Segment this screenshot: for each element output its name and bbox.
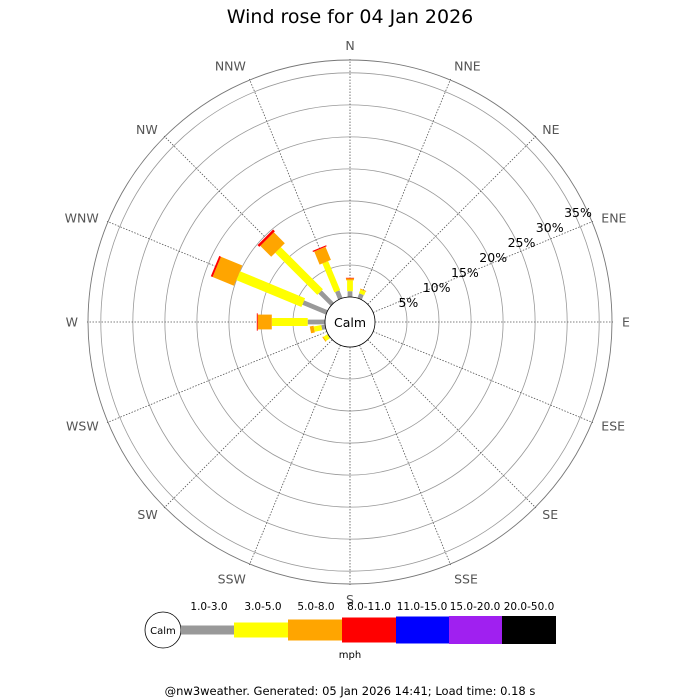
direction-label-nw: NW — [136, 122, 158, 137]
spoke-ese — [372, 331, 594, 424]
bar-nnw-bin-1 — [335, 290, 343, 300]
legend-label-4: 8.0-11.0 — [347, 601, 391, 613]
spoke-nne — [359, 78, 452, 300]
direction-label-nnw: NNW — [215, 59, 246, 74]
direction-label-ssw: SSW — [218, 571, 246, 586]
ring-label-3: 15% — [451, 265, 479, 280]
legend-label-7: 20.0-50.0 — [504, 601, 555, 613]
bar-nnw-bin-3 — [314, 246, 331, 265]
direction-label-ene: ENE — [601, 210, 626, 225]
legend-swatch-5 — [396, 616, 449, 644]
legend-swatch-1 — [181, 625, 234, 635]
bar-nw-bin-3 — [260, 232, 285, 257]
bar-wnw-bin-2 — [236, 271, 306, 307]
direction-label-se: SE — [542, 507, 558, 522]
frequency-bars — [210, 229, 367, 342]
direction-labels: N NNE NE ENE E ESE SE SSE S SSW SW WSW W WNW NW NNW — [65, 38, 630, 607]
spoke-ene — [372, 220, 594, 313]
direction-label-n: N — [345, 38, 354, 53]
ring-7 — [100, 72, 600, 572]
direction-label-sse: SSE — [454, 571, 478, 586]
direction-label-sw: SW — [137, 507, 157, 522]
bar-n-bin-1 — [347, 291, 353, 297]
direction-label-w: W — [66, 315, 78, 330]
spoke-ne — [367, 135, 537, 305]
direction-label-ese: ESE — [601, 419, 625, 434]
bar-nne-bin-2 — [358, 289, 366, 296]
ring-label-2: 10% — [423, 280, 451, 295]
legend-swatch-6 — [449, 616, 502, 644]
legend-calm-label: Calm — [150, 626, 176, 637]
legend-swatch-3 — [288, 619, 342, 641]
ring-labels: 5% 10%15%20%25%30%35% — [398, 205, 592, 310]
bar-nnw-bin-2 — [322, 261, 341, 293]
ring-label-5: 25% — [508, 235, 536, 250]
bar-w-bin-3 — [257, 314, 272, 330]
ring-label-1: 5% — [398, 295, 418, 310]
bar-wnw-bin-3 — [212, 256, 243, 286]
legend-swatch-2 — [234, 622, 288, 638]
bar-wnw-bin-4 — [210, 255, 221, 277]
speed-legend: Calm 1.0-3.0 3.0-5.0 5.0-8.0 8.0-11.0 11.0-15… — [144, 601, 556, 661]
bar-w-wsw-bin-1 — [321, 324, 326, 330]
direction-label-e: E — [622, 315, 630, 330]
bar-n-bin-3 — [346, 278, 354, 281]
bar-n-bin-4 — [345, 277, 355, 279]
calm-label: Calm — [334, 315, 366, 330]
bar-nne-bin-1 — [357, 293, 364, 300]
bar-nnw-bin-4 — [312, 245, 327, 252]
direction-label-s: S — [346, 592, 354, 607]
bar-w-bin-4 — [256, 313, 258, 331]
bar-wnw-bin-1 — [302, 300, 328, 315]
legend-label-2: 3.0-5.0 — [244, 601, 281, 613]
spoke-sw — [163, 339, 333, 509]
direction-label-wsw: WSW — [66, 419, 99, 434]
bar-n-bin-2 — [347, 280, 353, 292]
legend-swatch-4 — [342, 617, 396, 643]
bar-w-wsw-bin-2 — [313, 325, 323, 332]
spoke-se — [367, 339, 537, 509]
legend-label-6: 15.0-20.0 — [450, 601, 501, 613]
spoke-ssw — [248, 344, 341, 566]
bar-nw-bin-2 — [275, 247, 323, 295]
ring-label-4: 20% — [479, 250, 507, 265]
bar-w-wsw-bin-3 — [309, 325, 315, 334]
legend-swatch-7 — [502, 616, 556, 644]
chart-title: Wind rose for 04 Jan 2026 — [227, 6, 474, 28]
bar-nw-bin-4 — [257, 229, 275, 247]
bar-w-bin-1 — [307, 319, 325, 325]
direction-label-ne: NE — [542, 122, 559, 137]
direction-label-wnw: WNW — [65, 210, 99, 225]
bar-nw-bin-1 — [318, 290, 334, 306]
legend-label-3: 5.0-8.0 — [297, 601, 334, 613]
ring-4 — [196, 168, 504, 476]
calm-circle — [324, 296, 376, 348]
legend-label-5: 11.0-15.0 — [397, 601, 448, 613]
ring-label-6: 30% — [536, 220, 564, 235]
footer-text: @nw3weather. Generated: 05 Jan 2026 14:4… — [165, 684, 536, 698]
bar-w-bin-2 — [271, 318, 308, 326]
bar-nne-bin-3 — [360, 288, 367, 292]
legend-label-1: 1.0-3.0 — [190, 601, 227, 613]
bar-wsw-sw-bin-1 — [327, 333, 331, 339]
bar-wsw-sw-bin-3 — [322, 336, 327, 342]
spoke-sse — [359, 344, 452, 566]
spoke-wsw — [106, 331, 328, 424]
calm-circle-group: Calm — [324, 296, 376, 348]
legend-unit: mph — [339, 650, 361, 661]
direction-label-nne: NNE — [454, 59, 481, 74]
ring-label-7: 35% — [564, 205, 592, 220]
